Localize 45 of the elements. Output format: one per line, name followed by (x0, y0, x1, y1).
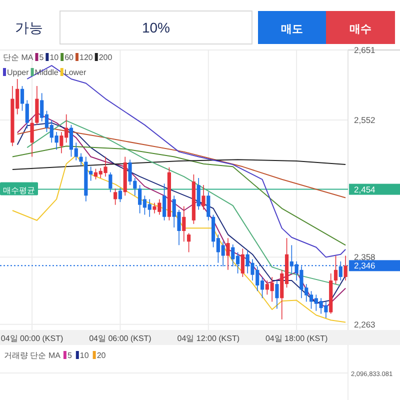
text: 거래량 단순 MA (4, 351, 62, 360)
legend-label: 200 (98, 53, 113, 62)
text: 2,346 (354, 260, 376, 271)
text: 가능 (15, 20, 43, 36)
text: 2,454 (354, 184, 376, 194)
legend-label: 120 (80, 53, 94, 62)
legend-label: 20 (96, 351, 106, 360)
y-tick-label: 2,651 (354, 45, 376, 55)
candlestick (108, 172, 112, 193)
candlestick (240, 248, 244, 278)
legend-label: 5 (39, 53, 44, 62)
candlestick (186, 232, 191, 253)
candlestick (118, 187, 122, 202)
legend-label: 10 (50, 53, 60, 62)
candlestick (162, 183, 166, 221)
candlestick (20, 86, 24, 112)
candlestick (25, 100, 29, 129)
candlestick (344, 255, 348, 281)
legend-label: 5 (67, 351, 72, 360)
candlestick (196, 178, 200, 210)
y-tick-label: 2,263 (354, 319, 376, 330)
x-tick-label: 04일 06:00 (KST) (89, 334, 152, 343)
candlestick (182, 206, 186, 242)
candlestick (30, 117, 34, 158)
legend-title: 단순 MA (3, 53, 34, 62)
text: 10% (142, 20, 170, 36)
y-tick-label: 2,552 (354, 115, 376, 125)
y-tick-label: 2,358 (354, 252, 376, 262)
candlestick (334, 255, 338, 284)
ref-line-label: 매수평균 (3, 186, 35, 195)
text: 매수 (350, 24, 372, 36)
x-tick-label: 04일 18:00 (KST) (265, 334, 328, 343)
text: 매도 (281, 24, 303, 36)
candlestick (226, 238, 230, 270)
legend-label: 60 (64, 53, 74, 62)
legend-label: 10 (80, 351, 90, 360)
legend-label: Lower (64, 68, 86, 77)
candlestick (206, 192, 210, 221)
x-tick-label: 04일 00:00 (KST) (0, 334, 64, 343)
candlestick (202, 184, 206, 210)
candlestick (114, 188, 118, 206)
candlestick (79, 152, 83, 166)
x-tick-label: 04일 12:00 (KST) (177, 334, 240, 343)
legend-label: Upper (7, 68, 30, 77)
candlestick (275, 280, 279, 310)
